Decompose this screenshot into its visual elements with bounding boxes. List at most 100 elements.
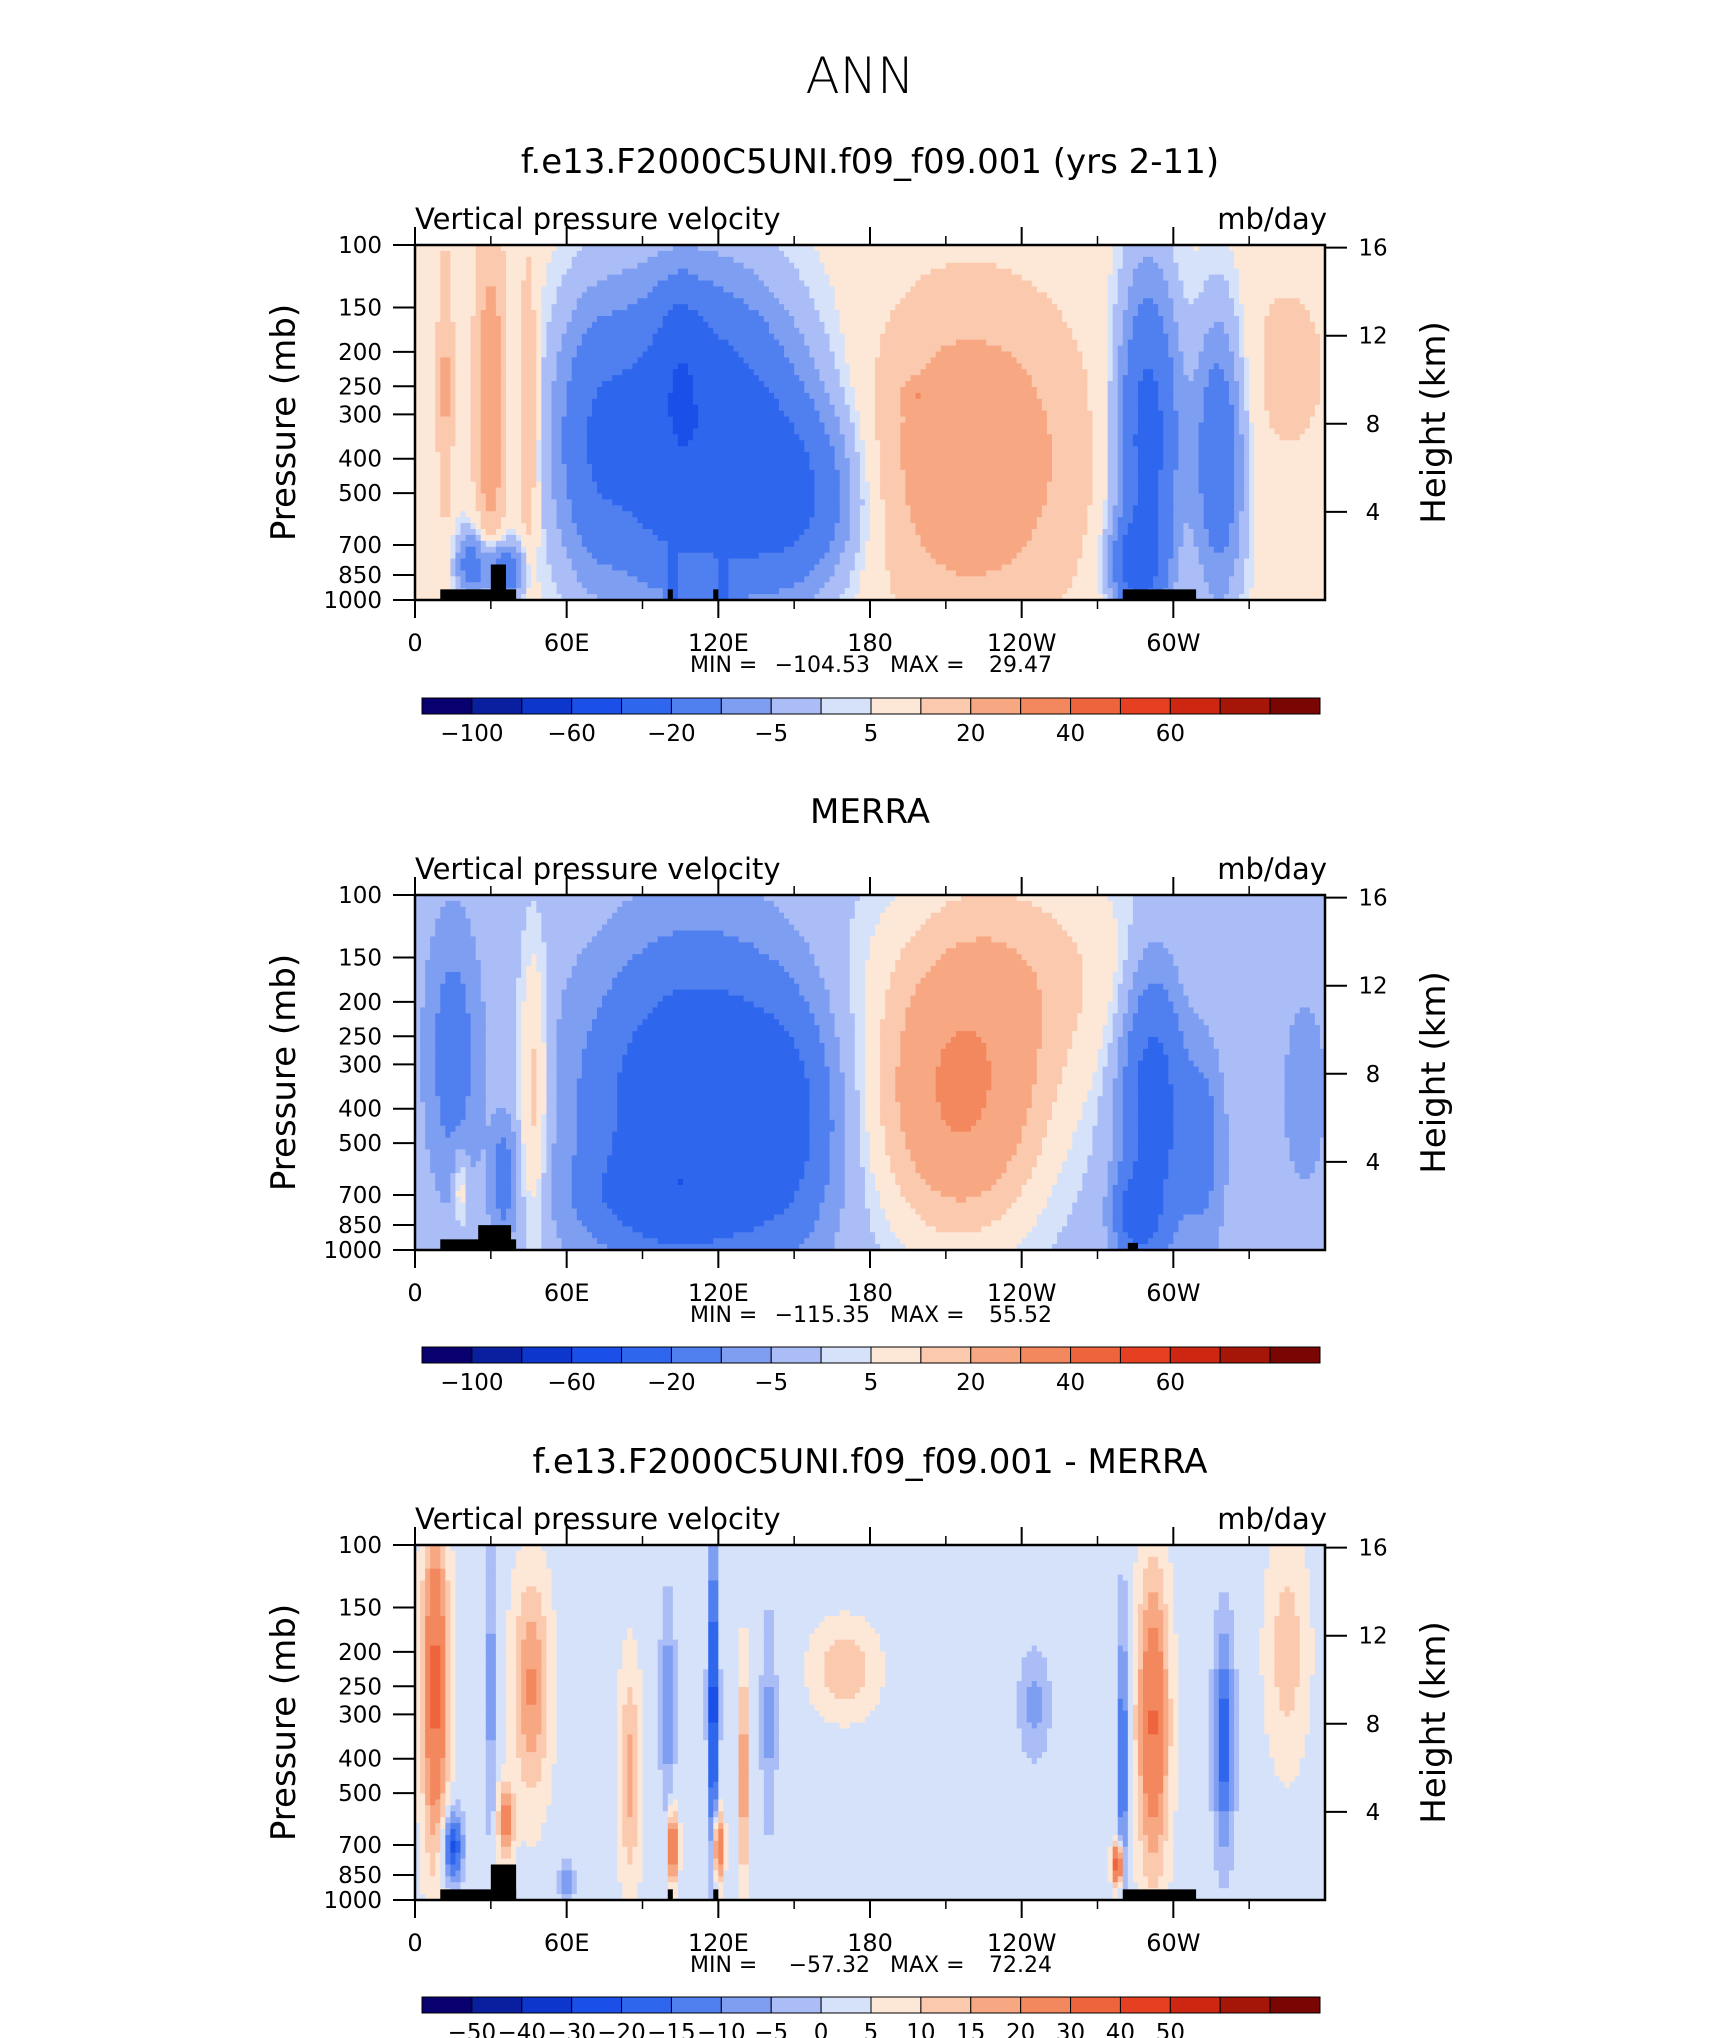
colorbar-label: 40 <box>1106 2020 1135 2038</box>
colorbar-label: 40 <box>1056 1370 1085 1396</box>
colorbar-label: −40 <box>498 2020 547 2038</box>
y-tick-label: 250 <box>338 374 382 400</box>
colorbar-label: −5 <box>754 1370 788 1396</box>
colorbar-label: −15 <box>647 2020 696 2038</box>
colorbar-box <box>1169 697 1221 715</box>
y-tick-label: 700 <box>338 533 382 559</box>
colorbar-box <box>720 1996 772 2014</box>
land-mask <box>1122 1889 1197 1901</box>
y-tick-label: 400 <box>338 1747 382 1773</box>
min-label: MIN = <box>690 653 757 678</box>
y-tick-label: 250 <box>338 1024 382 1050</box>
units-label: mb/day <box>1217 202 1327 236</box>
colorbar-box <box>421 1346 473 1364</box>
units-label: mb/day <box>1217 1502 1327 1536</box>
colorbar-label: 15 <box>956 2020 985 2038</box>
x-tick-label: 60E <box>544 1279 590 1307</box>
colorbar-box <box>471 697 523 715</box>
colorbar-label: −30 <box>547 2020 596 2038</box>
colorbar-box <box>1020 1346 1072 1364</box>
x-tick-label: 60E <box>544 629 590 657</box>
colorbar-box <box>770 1346 822 1364</box>
colorbar-label: −20 <box>647 721 696 747</box>
x-tick-label: 120E <box>688 629 749 657</box>
colorbar-box <box>920 697 972 715</box>
height-tick-label: 12 <box>1358 974 1387 1000</box>
contour-field <box>415 245 1325 600</box>
colorbar-box <box>820 1996 872 2014</box>
land-mask <box>1127 1242 1138 1251</box>
panel-title: f.e13.F2000C5UNI.f09_f09.001 - MERRA <box>533 1442 1208 1482</box>
colorbar-box <box>621 1346 672 1364</box>
colorbar-box <box>920 1996 972 2014</box>
panel-2: MERRA Vertical pressure velocity mb/day 0 60… <box>264 792 1454 1396</box>
colorbar-box <box>471 1996 523 2014</box>
x-tick-label: 60E <box>544 1929 590 1957</box>
colorbar-box <box>1169 1996 1221 2014</box>
colorbar-box <box>1269 1346 1321 1364</box>
x-tick-label: 180 <box>847 1929 893 1957</box>
y-tick-label: 100 <box>338 233 382 259</box>
y-tick-label: 850 <box>338 563 382 589</box>
contour-field <box>415 1545 1325 1900</box>
panel-title: f.e13.F2000C5UNI.f09_f09.001 (yrs 2-11) <box>521 142 1219 182</box>
y-tick-label: 500 <box>338 1131 382 1157</box>
x-tick-label: 0 <box>407 629 422 657</box>
land-mask <box>667 1889 673 1901</box>
y-tick-label: 300 <box>338 402 382 428</box>
x-tick-label: 120E <box>688 1279 749 1307</box>
land-mask <box>440 589 517 601</box>
land-mask <box>667 589 673 601</box>
x-tick-label: 60W <box>1146 629 1200 657</box>
units-label: mb/day <box>1217 852 1327 886</box>
colorbar-label: 40 <box>1056 721 1085 747</box>
y-tick-label: 100 <box>338 1533 382 1559</box>
colorbar-box <box>870 697 922 715</box>
colorbar-label: −50 <box>448 2020 497 2038</box>
colorbar-box <box>820 1346 872 1364</box>
y-tick-label: 150 <box>338 296 382 322</box>
colorbar-box <box>1070 1346 1121 1364</box>
panel-3: f.e13.F2000C5UNI.f09_f09.001 - MERRA Vert… <box>264 1442 1454 2038</box>
y-tick-label: 1000 <box>323 1238 382 1264</box>
contour-field <box>415 895 1325 1250</box>
colorbar-box <box>521 697 573 715</box>
min-label: MIN = <box>690 1303 757 1328</box>
colorbar-box <box>421 697 473 715</box>
colorbar-box <box>621 1996 672 2014</box>
colorbar-label: 20 <box>1006 2020 1035 2038</box>
max-value: 72.24 <box>989 1953 1052 1978</box>
min-value: −115.35 <box>775 1303 870 1328</box>
y-axis-label-right: Height (km) <box>1414 971 1454 1174</box>
land-mask <box>440 1889 517 1901</box>
page-title: ANN <box>805 47 914 105</box>
colorbar-box <box>970 1346 1022 1364</box>
left-string: Vertical pressure velocity <box>415 1502 781 1536</box>
land-mask <box>490 564 506 601</box>
colorbar-label: 5 <box>864 1370 879 1396</box>
y-tick-label: 200 <box>338 340 382 366</box>
left-string: Vertical pressure velocity <box>415 852 781 886</box>
height-tick-label: 16 <box>1358 236 1387 262</box>
height-tick-label: 4 <box>1366 1800 1381 1826</box>
x-tick-label: 120W <box>987 629 1057 657</box>
max-value: 29.47 <box>989 653 1052 678</box>
y-tick-label: 700 <box>338 1183 382 1209</box>
colorbar-box <box>1119 697 1171 715</box>
y-tick-label: 400 <box>338 447 382 473</box>
y-tick-label: 200 <box>338 1640 382 1666</box>
x-tick-label: 120W <box>987 1929 1057 1957</box>
colorbar-box <box>1269 1996 1321 2014</box>
height-tick-label: 4 <box>1366 500 1381 526</box>
colorbar-label: −10 <box>697 2020 746 2038</box>
min-value: −104.53 <box>775 653 870 678</box>
colorbar-label: 50 <box>1156 2020 1185 2038</box>
colorbar-label: 5 <box>864 2020 879 2038</box>
y-axis-label: Pressure (mb) <box>264 1604 304 1841</box>
colorbar-box <box>1219 1346 1271 1364</box>
y-axis-label-right: Height (km) <box>1414 321 1454 524</box>
colorbar-box <box>571 697 623 715</box>
colorbar-box <box>770 697 822 715</box>
colorbar-label: 10 <box>906 2020 935 2038</box>
y-tick-label: 200 <box>338 990 382 1016</box>
